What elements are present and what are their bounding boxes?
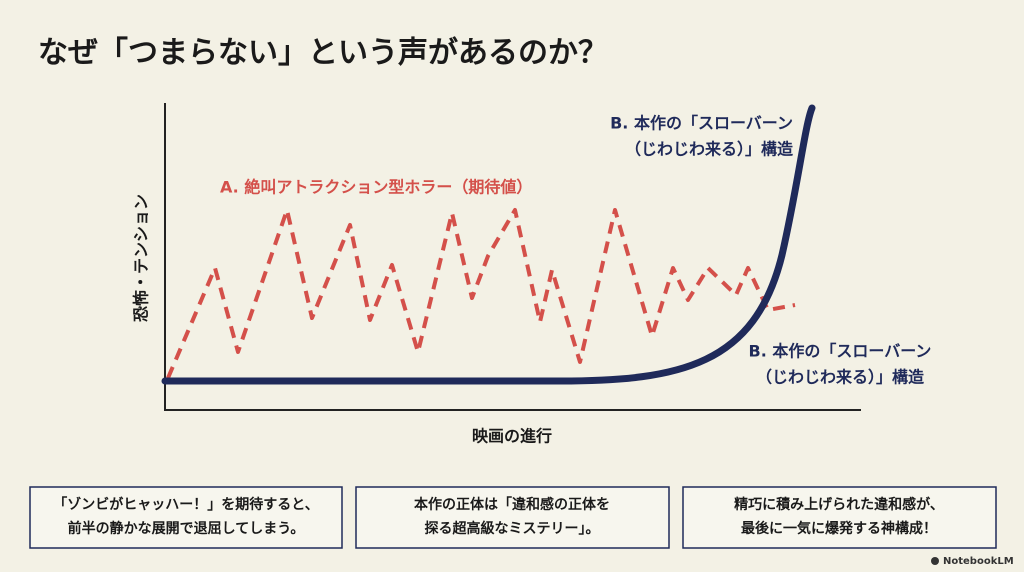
series-a-label: A. 絶叫アトラクション型ホラー（期待値）	[220, 178, 532, 197]
box	[682, 486, 997, 549]
box	[29, 486, 343, 549]
box-text: 探る超高級なミステリー」。	[425, 520, 600, 537]
box-text: 最後に一気に爆発する神構成！	[741, 520, 937, 537]
series-b-label-top: （じわじわ来る）」構造	[625, 140, 794, 159]
box	[355, 486, 670, 549]
footer-icon	[931, 557, 939, 565]
slow-burn-curve	[161, 104, 816, 385]
y-axis-label: 恐怖・テンション	[132, 194, 151, 322]
series-b-label-top: B. 本作の「スローバーン	[610, 114, 793, 133]
x-axis-label: 映画の進行	[472, 427, 552, 446]
series-b-label-bottom: B. 本作の「スローバーン	[749, 342, 932, 361]
box-text: 精巧に積み上げられた違和感が、	[734, 496, 944, 513]
footer: NotebookLM	[943, 556, 1014, 567]
expectation-line	[166, 208, 796, 379]
box-text: 「ゾンビがヒャッハー！」を期待すると、	[53, 496, 318, 513]
box-text: 本作の正体は「違和感の正体を	[414, 496, 610, 513]
series-b-label-bottom: （じわじわ来る）」構造	[756, 368, 925, 387]
title: なぜ「つまらない」という声があるのか？	[38, 36, 608, 71]
box-text: 前半の静かな展開で退屈してしまう。	[68, 520, 305, 537]
